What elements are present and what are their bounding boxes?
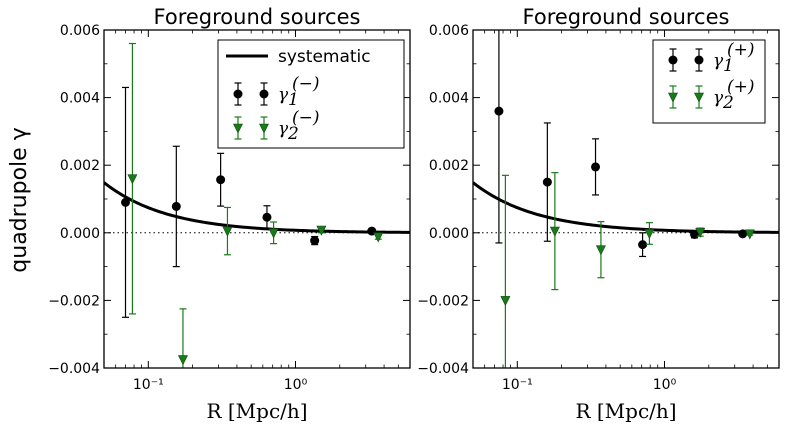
- y-tick-label: 0.006: [429, 23, 469, 39]
- plot-clip-group-right: [473, 30, 779, 368]
- data-point-circle: [638, 240, 648, 250]
- chart-title-left: Foreground sources: [154, 5, 361, 29]
- legend-label: systematic: [278, 47, 371, 67]
- y-tick-label: −0.002: [417, 293, 469, 309]
- legend-label: γ: [278, 119, 289, 139]
- data-point-triangle: [549, 226, 560, 237]
- legend-label-sub: 1: [288, 90, 299, 110]
- data-point-triangle: [222, 226, 233, 237]
- x-tick-label: 10⁻¹: [133, 377, 164, 393]
- legend-box: [652, 39, 766, 124]
- legend-marker-triangle: [668, 92, 678, 103]
- y-axis-label: quadrupole γ: [7, 127, 32, 272]
- data-point-triangle: [744, 229, 755, 240]
- data-point-circle: [310, 236, 320, 246]
- plot-area-left: [104, 42, 410, 368]
- x-axis-label-right: R [Mpc/h]: [575, 399, 676, 423]
- x-tick-label: 10⁰: [653, 377, 677, 393]
- plot-area-right: [473, 30, 779, 368]
- y-tick-label: 0.002: [60, 158, 100, 174]
- data-point-triangle: [177, 355, 188, 366]
- x-axis-label-left: R [Mpc/h]: [206, 399, 307, 423]
- data-point-circle: [494, 106, 504, 116]
- data-point-circle: [121, 197, 131, 207]
- x-tick-label: 10⁰: [284, 377, 308, 393]
- legend-marker-triangle: [259, 123, 269, 134]
- y-tick-label: 0.004: [429, 91, 469, 107]
- data-point-triangle: [644, 229, 655, 240]
- legend-marker-triangle: [233, 123, 243, 134]
- legend-marker-circle: [694, 55, 704, 65]
- data-point-circle: [216, 175, 226, 185]
- legend-marker-circle: [259, 89, 269, 99]
- data-point-circle: [262, 212, 272, 222]
- data-point-triangle: [595, 245, 606, 256]
- legend-right: γ 1(+)γ 2(+): [652, 39, 766, 124]
- axis-ticks-left: −0.004 −0.002 0.000 0.002 0.004 0.006 10⁻¹ 10⁰: [48, 23, 411, 393]
- data-point-triangle: [127, 174, 138, 185]
- legend-label-sup: (−): [292, 108, 320, 128]
- legend-label: γ: [278, 85, 289, 105]
- legend-label-sub: 2: [287, 124, 299, 144]
- data-point-triangle: [373, 232, 384, 243]
- systematic-curve: [104, 181, 410, 234]
- data-point-circle: [591, 162, 601, 172]
- legend-marker-triangle: [694, 92, 704, 103]
- legend-label-sub: 2: [722, 93, 734, 113]
- legend-label-sup: (−): [292, 74, 320, 94]
- y-tick-label: 0.006: [60, 23, 100, 39]
- y-tick-label: −0.002: [48, 293, 100, 309]
- systematic-curve: [473, 181, 779, 234]
- data-point-circle: [738, 229, 748, 239]
- legend-label-sup: (+): [727, 77, 755, 97]
- plot-clip-group-left: [104, 42, 410, 368]
- data-point-triangle: [268, 228, 279, 239]
- legend-label: γ: [713, 88, 724, 108]
- axis-ticks-right: −0.004 −0.002 0.000 0.002 0.004 0.006 10⁻¹ 10⁰: [417, 23, 780, 393]
- chart-title-right: Foreground sources: [523, 5, 730, 29]
- y-tick-label: 0.002: [429, 158, 469, 174]
- y-tick-label: −0.004: [417, 361, 469, 377]
- legend-box: [217, 39, 405, 149]
- chart-panel-left: Foreground sources −0.004 −0.002 0.000 0.00…: [48, 5, 411, 423]
- x-tick-label: 10⁻¹: [502, 377, 533, 393]
- legend-marker-circle: [668, 55, 678, 65]
- legend-label: γ: [713, 51, 724, 71]
- y-tick-label: 0.000: [429, 226, 469, 242]
- y-tick-label: 0.004: [60, 91, 100, 107]
- data-point-triangle: [500, 296, 511, 307]
- y-tick-label: −0.004: [48, 361, 100, 377]
- y-tick-label: 0.000: [60, 226, 100, 242]
- data-point-circle: [542, 177, 552, 187]
- chart-panel-right: Foreground sources −0.004 −0.002 0.000 0.00…: [417, 5, 780, 423]
- legend-label-sup: (+): [727, 40, 755, 60]
- legend-label-sub: 1: [723, 56, 734, 76]
- data-point-triangle: [316, 225, 327, 236]
- legend-marker-circle: [233, 89, 243, 99]
- data-point-circle: [171, 201, 181, 211]
- data-point-triangle: [695, 227, 706, 238]
